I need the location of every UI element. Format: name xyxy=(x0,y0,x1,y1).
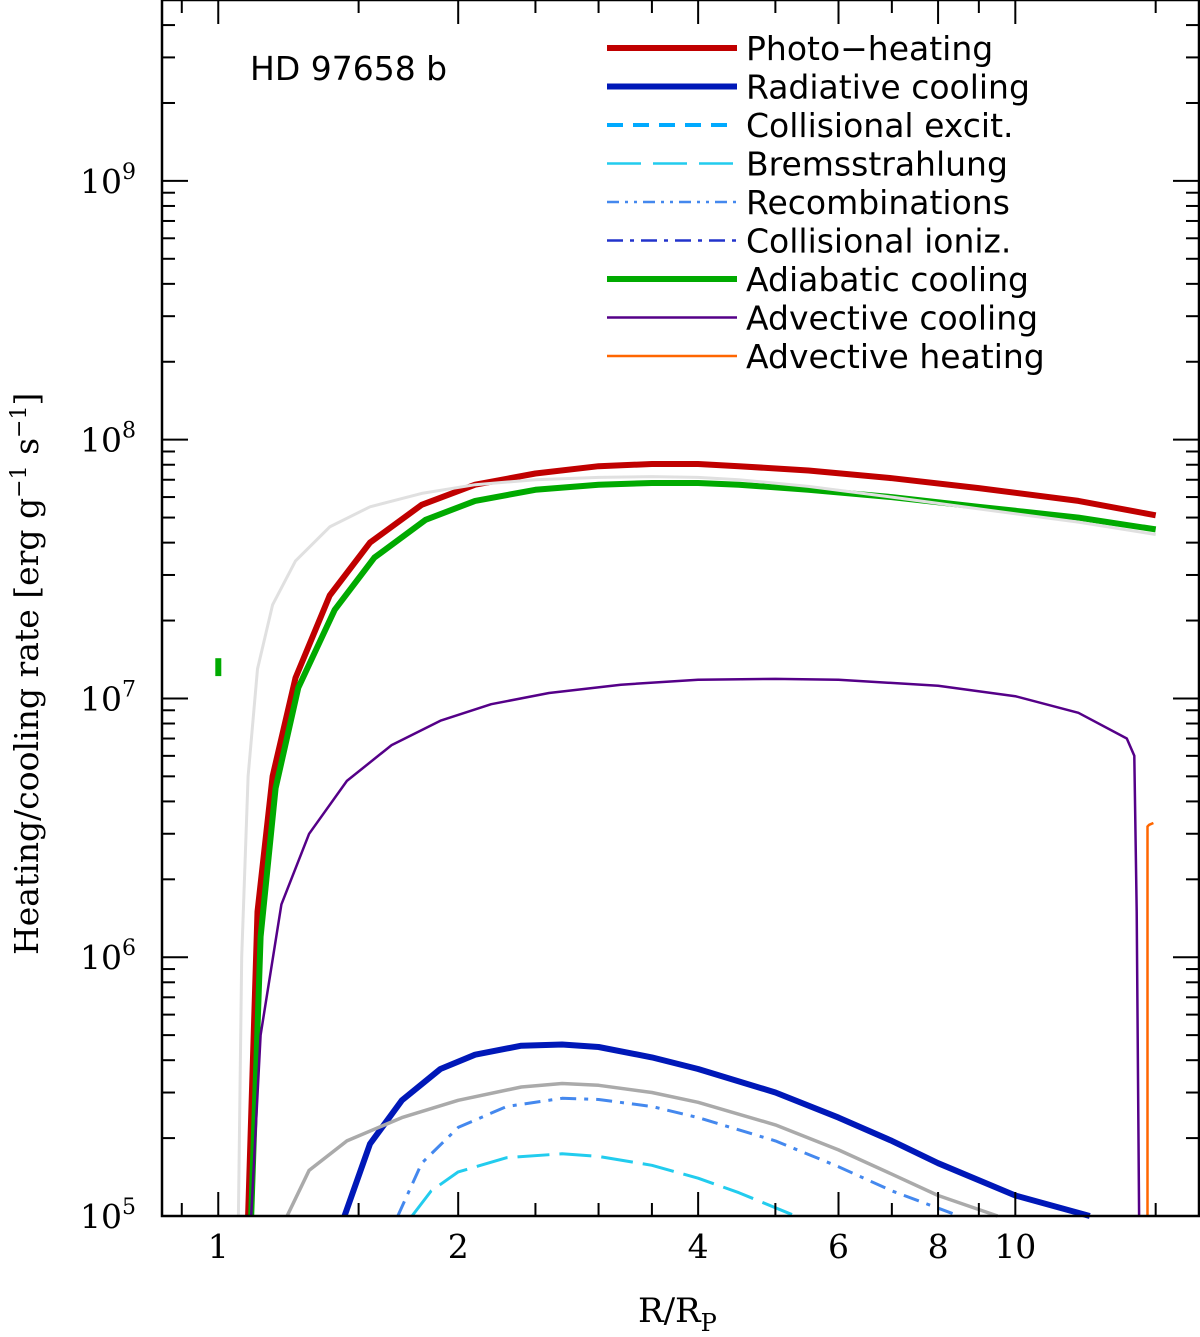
legend-label-advective-heating: Advective heating xyxy=(746,337,1045,376)
series-bremsstrahlung xyxy=(410,1152,797,1218)
y-tick-label: 106 xyxy=(80,936,136,977)
plot-frame xyxy=(160,0,1200,1218)
x-tick-label: 10 xyxy=(994,1227,1036,1266)
x-axis-label: R/RP xyxy=(638,1291,717,1337)
x-tick-label: 2 xyxy=(448,1227,469,1266)
series-radiative-cooling xyxy=(341,1041,1091,1219)
legend-label-adiabatic-cooling: Adiabatic cooling xyxy=(746,260,1029,299)
legend-label-collisional-ioniz: Collisional ioniz. xyxy=(746,222,1011,261)
y-tick-label: 109 xyxy=(80,160,136,201)
x-tick-label: 4 xyxy=(688,1227,709,1266)
y-tick-label: 105 xyxy=(80,1195,136,1236)
series-photo-heating xyxy=(245,461,1157,1217)
y-tick-label: 107 xyxy=(80,677,136,718)
x-tick-label: 1 xyxy=(208,1227,229,1266)
legend-label-bremsstrahlung: Bremsstrahlung xyxy=(746,145,1008,184)
series-total-grey-upper xyxy=(236,475,1156,1217)
x-tick-label: 6 xyxy=(828,1227,849,1266)
legend-label-photo-heating: Photo−heating xyxy=(746,29,993,68)
legend-label-collisional-excit: Collisional excit. xyxy=(746,106,1014,145)
series-recombinations xyxy=(396,1096,960,1218)
legend-label-recombinations: Recombinations xyxy=(746,183,1010,222)
series-total-grey-lower xyxy=(285,1081,999,1218)
x-tick-label: 8 xyxy=(928,1227,949,1266)
planet-label: HD 97658 b xyxy=(250,49,447,88)
series-advective-heating xyxy=(1146,821,1154,1216)
y-tick-label: 108 xyxy=(80,419,136,460)
legend-label-advective-cooling: Advective cooling xyxy=(746,299,1038,338)
series-advective-cooling xyxy=(249,677,1141,1217)
legend-label-radiative-cooling: Radiative cooling xyxy=(746,68,1030,107)
y-axis-label: Heating/cooling rate [erg g−1 s−1] xyxy=(7,393,46,955)
